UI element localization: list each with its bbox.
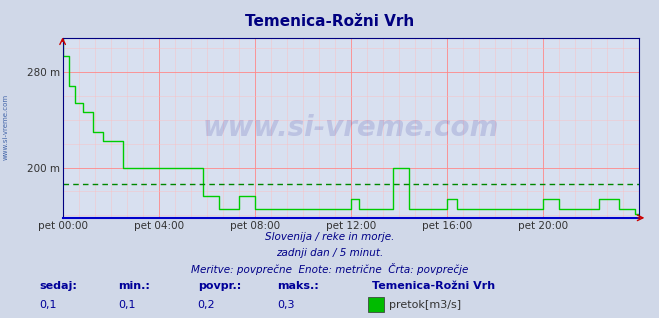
- Text: www.si-vreme.com: www.si-vreme.com: [203, 114, 499, 142]
- Text: min.:: min.:: [119, 281, 150, 291]
- Text: maks.:: maks.:: [277, 281, 318, 291]
- Text: pretok[m3/s]: pretok[m3/s]: [389, 300, 461, 310]
- Text: www.si-vreme.com: www.si-vreme.com: [2, 94, 9, 160]
- Text: 0,1: 0,1: [40, 301, 57, 310]
- Text: povpr.:: povpr.:: [198, 281, 241, 291]
- Text: Meritve: povprečne  Enote: metrične  Črta: povprečje: Meritve: povprečne Enote: metrične Črta:…: [191, 263, 468, 275]
- Text: sedaj:: sedaj:: [40, 281, 77, 291]
- Text: 0,3: 0,3: [277, 301, 295, 310]
- Text: 0,1: 0,1: [119, 301, 136, 310]
- Text: Temenica-Rožni Vrh: Temenica-Rožni Vrh: [245, 14, 414, 29]
- Text: Slovenija / reke in morje.: Slovenija / reke in morje.: [265, 232, 394, 242]
- Text: Temenica-Rožni Vrh: Temenica-Rožni Vrh: [372, 281, 496, 291]
- Text: 0,2: 0,2: [198, 301, 215, 310]
- Text: zadnji dan / 5 minut.: zadnji dan / 5 minut.: [276, 248, 383, 258]
